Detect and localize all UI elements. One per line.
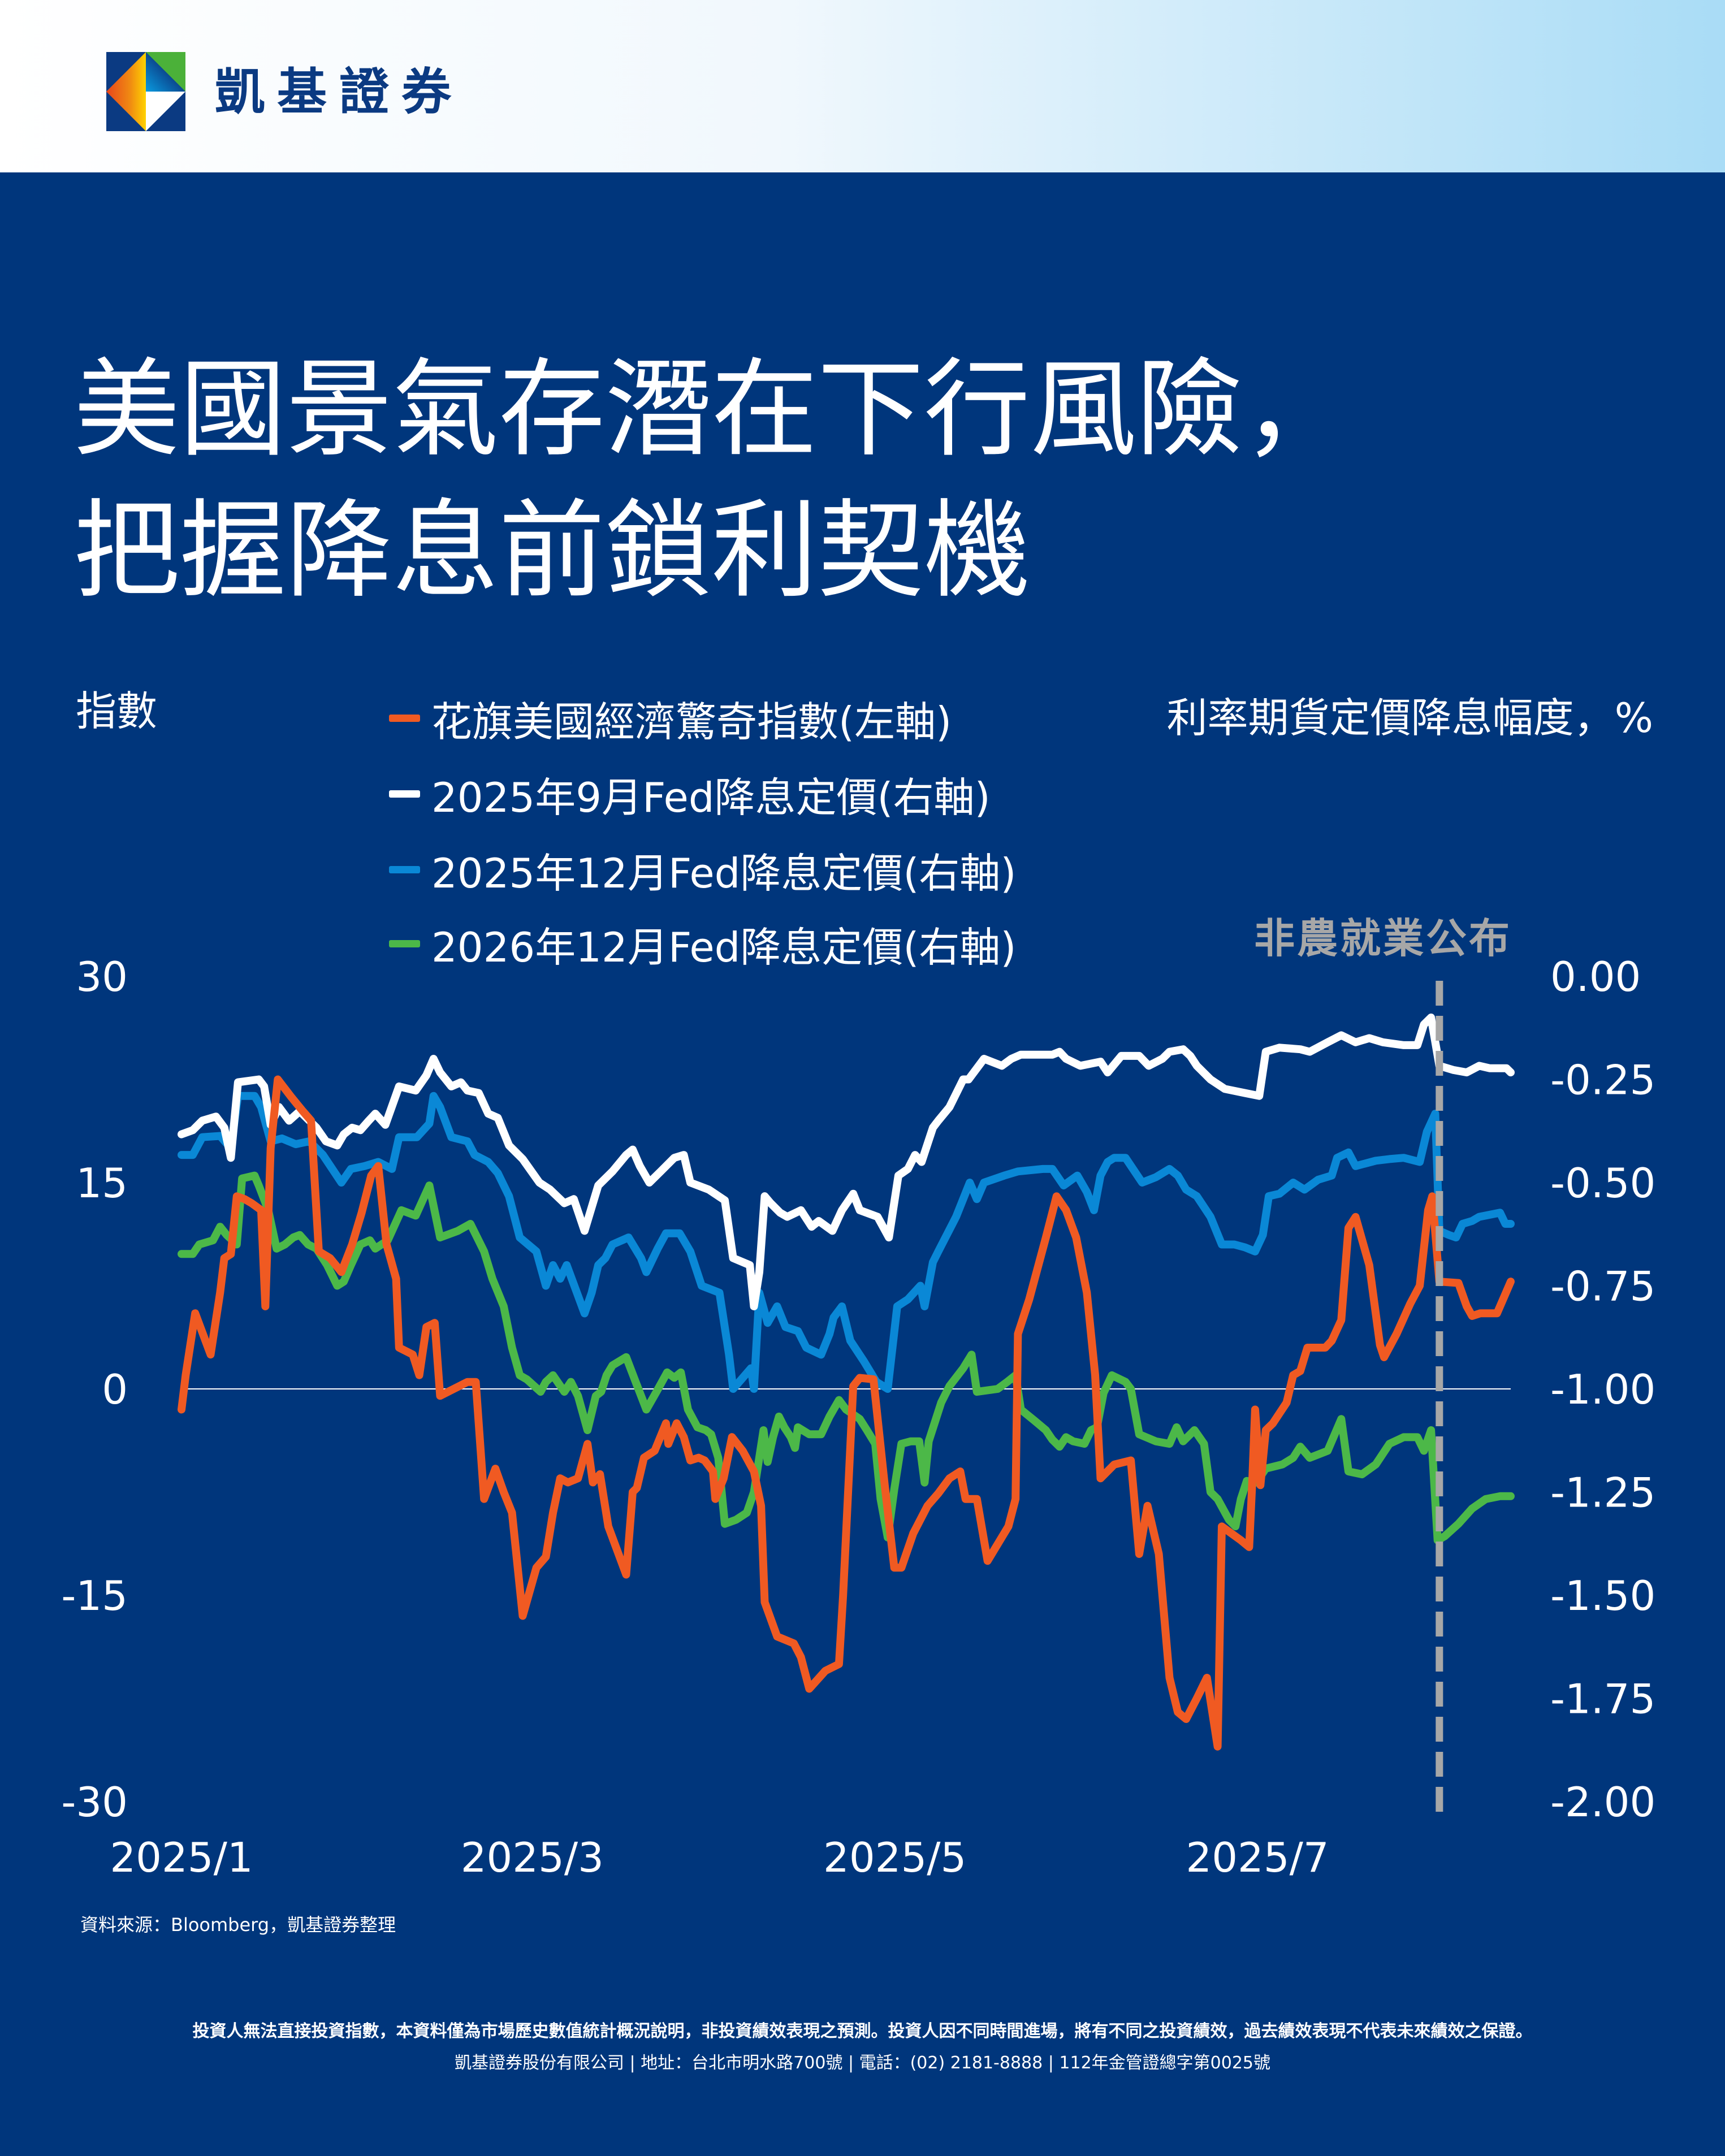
left-axis-tick-label: 30 bbox=[76, 953, 128, 1001]
right-axis-tick-label: -1.00 bbox=[1550, 1366, 1655, 1413]
right-axis-tick-label: -1.50 bbox=[1550, 1572, 1655, 1620]
legend-item-dec-2026: 2026年12月Fed降息定價(右軸) bbox=[389, 918, 1017, 971]
right-axis-tick-label: -0.50 bbox=[1550, 1159, 1655, 1207]
right-axis-tick-label: -0.75 bbox=[1550, 1263, 1655, 1310]
legend-swatch bbox=[389, 714, 420, 722]
page-title-line1: 美國景氣存潛在下行風險， bbox=[74, 348, 1349, 471]
legend-label: 2025年12月Fed降息定價(右軸) bbox=[431, 849, 1017, 897]
x-axis-tick-label: 2025/3 bbox=[461, 1834, 604, 1881]
left-axis-tick-label: -15 bbox=[61, 1572, 128, 1620]
series-line-2 bbox=[178, 1092, 1515, 1393]
right-axis-tick-label: -1.25 bbox=[1550, 1469, 1655, 1517]
x-axis-tick-label: 2025/1 bbox=[110, 1834, 253, 1881]
company-info: 凱基證券股份有限公司 | 地址：台北市明水路700號 | 電話：(02) 218… bbox=[454, 2053, 1271, 2073]
series-line-1 bbox=[178, 1014, 1515, 1310]
legend-item-citi-surprise: 花旗美國經濟驚奇指數(左軸) bbox=[389, 692, 952, 746]
legend-label: 花旗美國經濟驚奇指數(左軸) bbox=[431, 698, 952, 746]
legend-swatch bbox=[389, 940, 420, 947]
disclaimer: 投資人無法直接投資指數，本資料僅為市場歷史數值統計概況說明，非投資績效表現之預測… bbox=[192, 2021, 1533, 2041]
nonfarm-payroll-annotation: 非農就業公布 bbox=[1254, 915, 1512, 962]
left-axis-label: 指數 bbox=[76, 687, 158, 735]
left-axis-tick-label: -30 bbox=[61, 1778, 128, 1826]
header-banner: 凱基證券 bbox=[0, 0, 1725, 172]
brand-logo-icon bbox=[106, 52, 185, 131]
right-axis-label: 利率期貨定價降息幅度，% bbox=[1166, 694, 1653, 742]
left-axis-tick-label: 15 bbox=[76, 1159, 128, 1207]
series-line-3 bbox=[178, 1171, 1515, 1544]
legend-swatch bbox=[389, 790, 420, 798]
right-axis-tick-label: -1.75 bbox=[1550, 1676, 1655, 1723]
right-axis-tick-label: -2.00 bbox=[1550, 1778, 1655, 1826]
x-axis-tick-label: 2025/7 bbox=[1186, 1834, 1329, 1881]
legend-item-dec-2025: 2025年12月Fed降息定價(右軸) bbox=[389, 844, 1017, 897]
left-axis-tick-label: 0 bbox=[102, 1366, 128, 1413]
brand-name: 凱基證券 bbox=[215, 63, 464, 121]
right-axis-tick-label: 0.00 bbox=[1550, 953, 1641, 1001]
legend-swatch bbox=[389, 865, 420, 873]
right-axis-tick-label: -0.25 bbox=[1550, 1057, 1655, 1104]
legend-label: 2026年12月Fed降息定價(右軸) bbox=[431, 923, 1017, 971]
series-line-0 bbox=[178, 1075, 1515, 1751]
x-axis-tick-label: 2025/5 bbox=[823, 1834, 966, 1881]
legend-label: 2025年9月Fed降息定價(右軸) bbox=[431, 773, 991, 821]
legend-item-sep-2025: 2025年9月Fed降息定價(右軸) bbox=[389, 768, 991, 821]
page-title-line2: 把握降息前鎖利契機 bbox=[74, 489, 1030, 613]
source-note: 資料來源：Bloomberg，凱基證券整理 bbox=[80, 1914, 396, 1936]
